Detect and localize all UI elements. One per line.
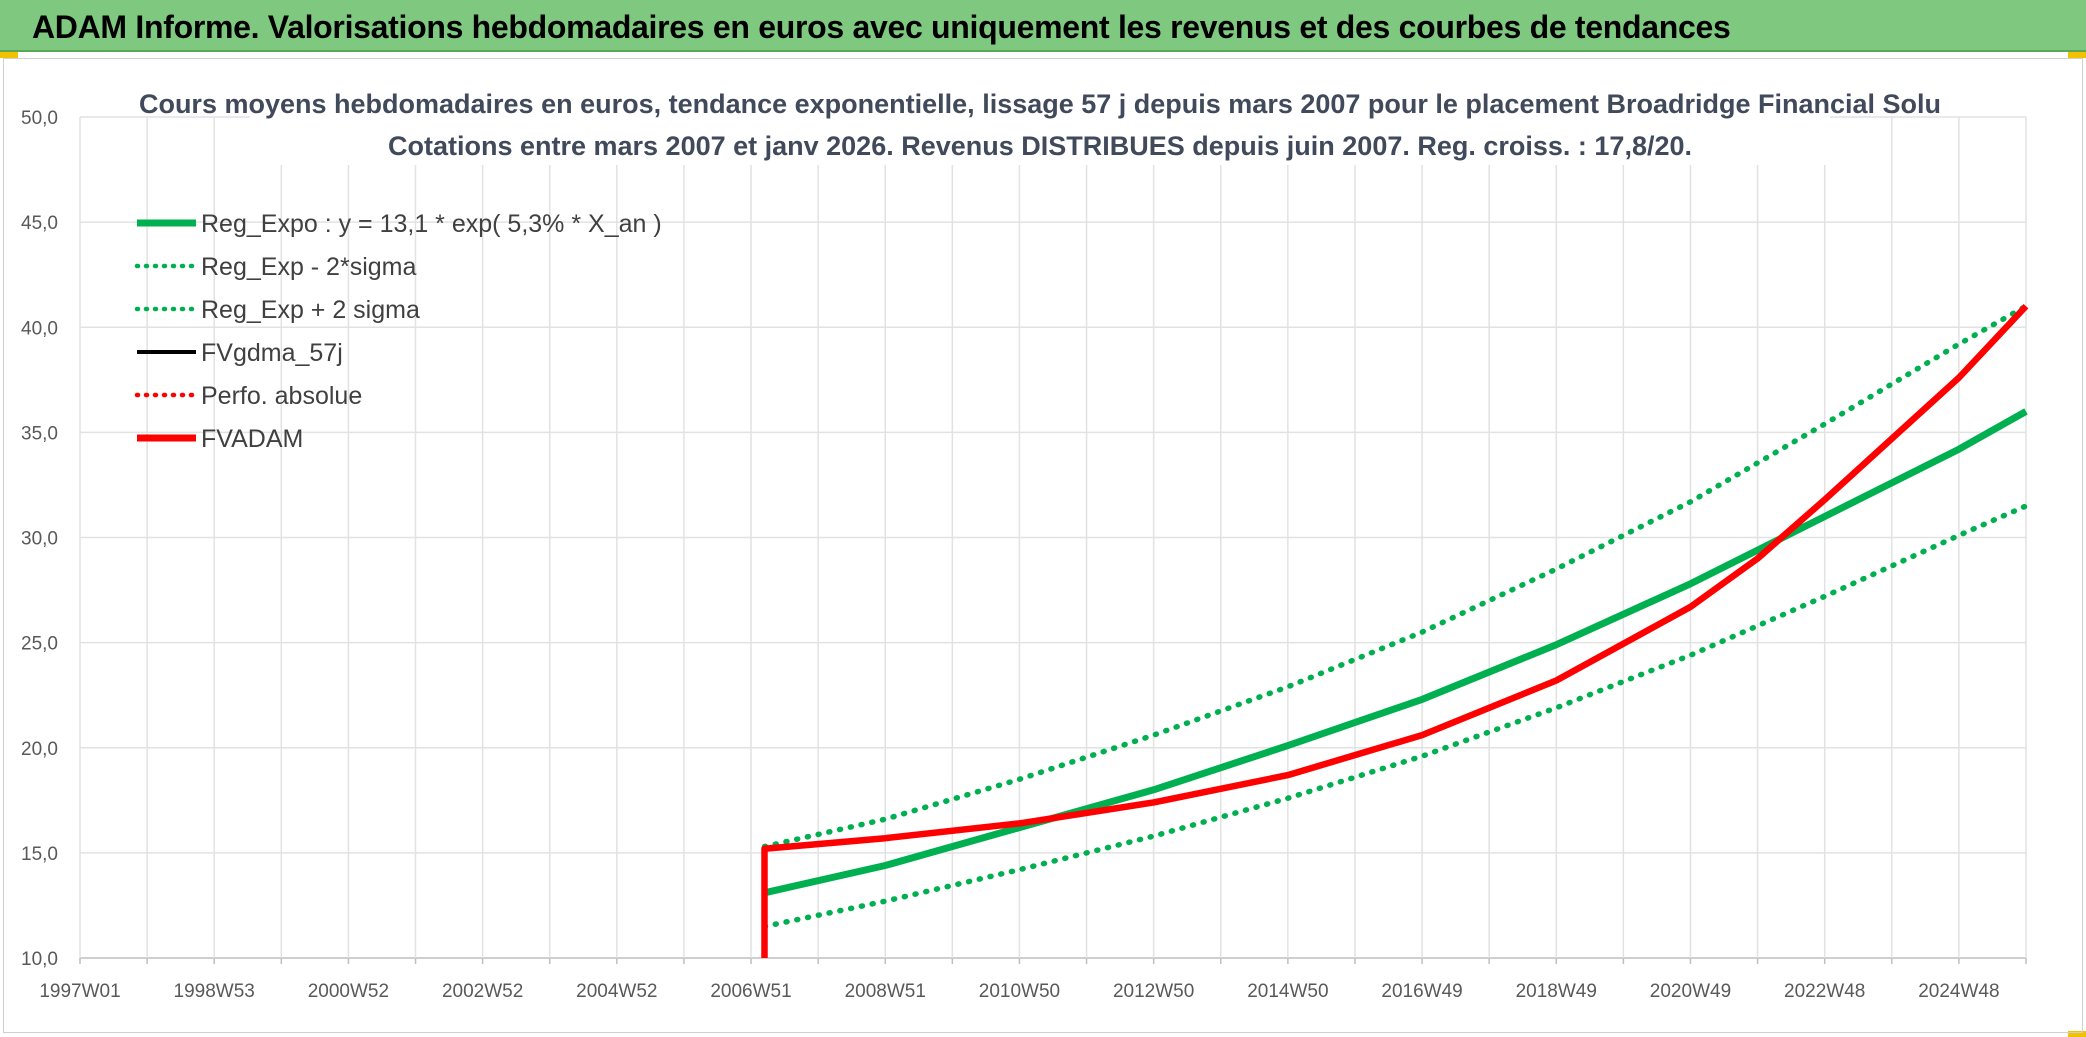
legend-label-4: Perfo. absolue <box>201 382 362 410</box>
y-tick-label: 15,0 <box>21 844 58 865</box>
x-tick-label: 2020W49 <box>1650 981 1731 1002</box>
series-line-2 <box>761 303 2029 850</box>
report-header: ADAM Informe. Valorisations hebdomadaire… <box>0 0 2086 52</box>
y-tick-label: 20,0 <box>21 739 58 760</box>
x-tick-label: 2000W52 <box>308 981 389 1002</box>
report-title: ADAM Informe. Valorisations hebdomadaire… <box>32 9 1731 45</box>
x-tick-label: 2024W48 <box>1918 981 1999 1002</box>
y-tick-label: 25,0 <box>21 634 58 655</box>
x-tick-label: 2022W48 <box>1784 981 1865 1002</box>
x-tick-label: 2004W52 <box>576 981 657 1002</box>
series-line-1 <box>761 503 2029 930</box>
legend-label-1: Reg_Exp - 2*sigma <box>201 253 416 281</box>
chart-title: Cours moyens hebdomadaires en euros, ten… <box>139 89 1941 119</box>
corner-mark-bottom-right <box>2068 1031 2086 1037</box>
x-tick-label: 2018W49 <box>1516 981 1597 1002</box>
y-tick-label: 45,0 <box>21 213 58 234</box>
y-tick-label: 50,0 <box>21 108 58 129</box>
chart-subtitle: Cotations entre mars 2007 et janv 2026. … <box>388 131 1692 161</box>
legend-label-5: FVADAM <box>201 425 303 453</box>
x-tick-label: 2014W50 <box>1247 981 1328 1002</box>
x-tick-label: 2010W50 <box>979 981 1060 1002</box>
series-line-0 <box>763 408 2028 897</box>
x-tick-label: 1998W53 <box>174 981 255 1002</box>
y-tick-label: 40,0 <box>21 318 58 339</box>
y-axis-ticks: 10,0 15,0 20,0 25,0 30,0 35,0 40,0 45,0 50,0 <box>21 108 58 970</box>
corner-mark-right <box>2068 52 2086 58</box>
x-tick-label: 2012W50 <box>1113 981 1194 1002</box>
y-tick-label: 10,0 <box>21 949 58 970</box>
chart-titles: Cours moyens hebdomadaires en euros, ten… <box>139 83 1941 165</box>
grid-lines <box>79 116 2027 959</box>
legend-label-2: Reg_Exp + 2 sigma <box>201 296 420 324</box>
x-tick-label: 1997W01 <box>39 981 120 1002</box>
y-tick-label: 35,0 <box>21 423 58 444</box>
series-lines <box>761 303 2029 958</box>
x-tick-label: 2002W52 <box>442 981 523 1002</box>
legend-label-0: Reg_Expo : y = 13,1 * exp( 5,3% * X_an ) <box>201 210 662 238</box>
series-line-5 <box>761 303 2029 958</box>
x-axis-ticks: 1997W01 1998W53 2000W52 2002W52 2004W52 2006W… <box>39 958 2027 1002</box>
legend: Reg_Expo : y = 13,1 * exp( 5,3% * X_an )… <box>134 210 662 453</box>
y-tick-label: 30,0 <box>21 529 58 550</box>
x-tick-label: 2016W49 <box>1381 981 1462 1002</box>
chart-frame <box>3 58 2083 1033</box>
x-tick-label: 2008W51 <box>845 981 926 1002</box>
corner-mark-left <box>0 52 18 58</box>
x-tick-label: 2006W51 <box>710 981 791 1002</box>
legend-label-3: FVgdma_57j <box>201 339 343 367</box>
